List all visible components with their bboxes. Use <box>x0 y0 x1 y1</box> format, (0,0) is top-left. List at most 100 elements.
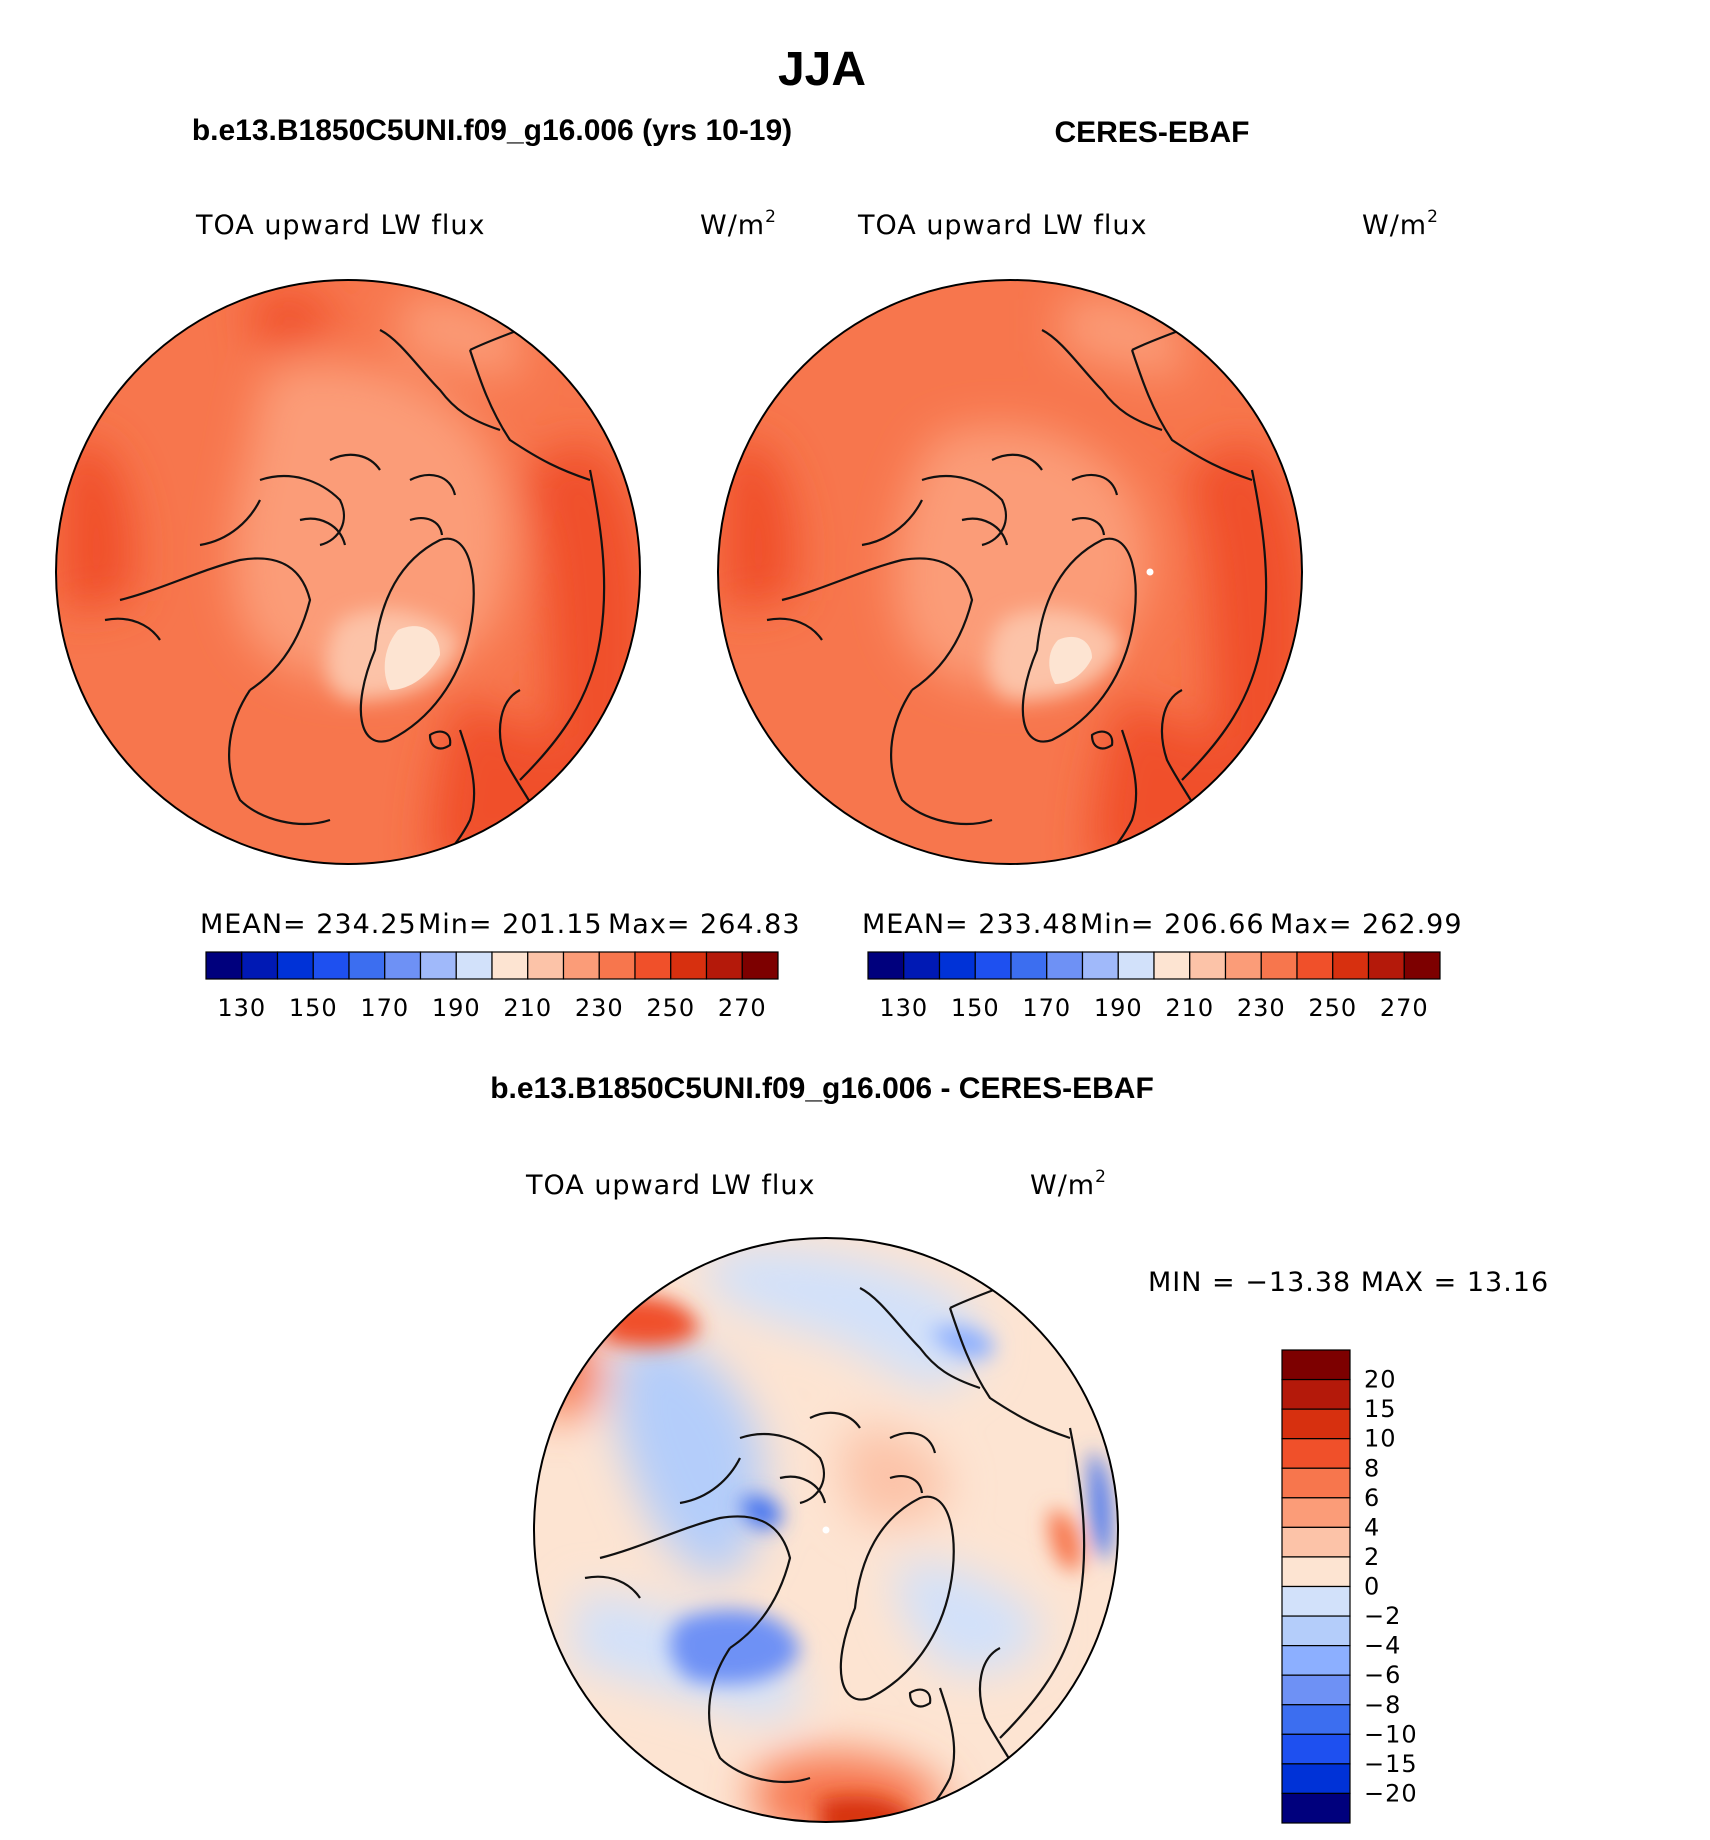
figure-title: JJA <box>778 43 866 96</box>
diff-colorbar-tick-label: −6 <box>1364 1661 1401 1689</box>
diff-colorbar-tick-label: −10 <box>1364 1720 1418 1748</box>
model-variable-label: TOA upward LW flux <box>195 210 486 241</box>
diff-colorbar-box <box>1281 1733 1351 1765</box>
model-max-stat: Max= 264.83 <box>608 909 801 940</box>
obs-colorbar-box <box>1189 951 1227 980</box>
model-colorbar-box <box>598 951 636 980</box>
obs-colorbar-box <box>1117 951 1155 980</box>
obs-colorbar-box <box>1046 951 1084 980</box>
model-colorbar-tick-label: 230 <box>575 994 624 1022</box>
model-colorbar-box <box>241 951 279 980</box>
diff-colorbar-tick-label: 0 <box>1364 1573 1380 1601</box>
diff-colorbar-tick-label: −2 <box>1364 1602 1401 1630</box>
obs-map-outline <box>717 279 1303 865</box>
obs-min-stat: Min= 206.66 <box>1080 909 1265 940</box>
model-colorbar-box <box>348 951 386 980</box>
diff-colorbar-tick-label: 8 <box>1364 1454 1380 1482</box>
model-colorbar-tick-label: 250 <box>646 994 695 1022</box>
model-mean-stat: MEAN= 234.25 <box>200 909 417 940</box>
diff-colorbar-box <box>1281 1378 1351 1410</box>
obs-colorbar-tick-label: 130 <box>879 994 928 1022</box>
obs-colorbar-box <box>1153 951 1191 980</box>
diff-colorbar-box <box>1281 1526 1351 1558</box>
obs-colorbar-tick-label: 190 <box>1094 994 1143 1022</box>
model-colorbar-box <box>276 951 314 980</box>
model-title: b.e13.B1850C5UNI.f09_g16.006 (yrs 10-19) <box>192 114 792 147</box>
model-map-outline <box>55 279 641 865</box>
diff-colorbar-box <box>1281 1645 1351 1676</box>
diff-min-max-stat: MIN = −13.38 MAX = 13.16 <box>1148 1267 1549 1298</box>
diff-colorbar-box <box>1281 1438 1351 1469</box>
diff-map-outline <box>533 1237 1119 1823</box>
diff-colorbar-box <box>1281 1674 1351 1706</box>
model-colorbar-tick-label: 270 <box>718 994 767 1022</box>
model-panel: TOA upward LW flux W/m2 <box>55 207 801 1022</box>
obs-mean-stat: MEAN= 233.48 <box>862 909 1079 940</box>
diff-colorbar-tick-label: 6 <box>1364 1484 1380 1512</box>
diff-variable-label: TOA upward LW flux <box>525 1170 816 1201</box>
obs-colorbar-tick-label: 150 <box>951 994 1000 1022</box>
model-colorbar-box <box>205 951 243 980</box>
obs-colorbar-tick-label: 230 <box>1237 994 1286 1022</box>
diff-colorbar-tick-label: −4 <box>1364 1632 1401 1660</box>
model-colorbar-box <box>491 951 529 980</box>
model-colorbar-box <box>384 951 422 980</box>
diff-colorbar-tick-label: −8 <box>1364 1691 1401 1719</box>
diff-panel: TOA upward LW flux W/m2 <box>525 1167 1549 1824</box>
diff-colorbar-tick-label: 10 <box>1364 1425 1397 1453</box>
model-colorbar-box <box>705 951 743 980</box>
diff-colorbar-tick-label: −20 <box>1364 1779 1418 1807</box>
obs-colorbar-box <box>903 951 941 980</box>
obs-colorbar-box <box>1332 951 1370 980</box>
diff-title: b.e13.B1850C5UNI.f09_g16.006 - CERES-EBA… <box>490 1072 1154 1105</box>
model-colorbar-tick-label: 170 <box>360 994 409 1022</box>
obs-colorbar-box <box>1367 951 1405 980</box>
diff-colorbar-box <box>1281 1467 1351 1499</box>
model-colorbar-box <box>312 951 350 980</box>
model-colorbar-box <box>527 951 565 980</box>
model-colorbar-tick-label: 130 <box>217 994 266 1022</box>
model-colorbar-tick-label: 190 <box>432 994 481 1022</box>
model-colorbar-box <box>419 951 457 980</box>
obs-colorbar-box <box>1403 951 1441 980</box>
obs-colorbar-box <box>1010 951 1048 980</box>
model-colorbar-box <box>741 951 779 980</box>
obs-colorbar-box <box>867 951 905 980</box>
obs-colorbar-tick-label: 170 <box>1022 994 1071 1022</box>
diff-colorbar-tick-label: 4 <box>1364 1513 1380 1541</box>
model-colorbar-box <box>455 951 493 980</box>
obs-colorbar-tick-label: 270 <box>1380 994 1429 1022</box>
obs-colorbar: 130 150 170 190 210 230 250 270 <box>867 951 1441 1022</box>
model-colorbar-tick-label: 150 <box>289 994 338 1022</box>
obs-colorbar-box <box>1224 951 1262 980</box>
obs-colorbar-box <box>974 951 1012 980</box>
model-map <box>56 280 640 864</box>
diff-colorbar-box <box>1281 1704 1351 1735</box>
diff-colorbar-box <box>1281 1585 1351 1617</box>
model-units-label: W/m2 <box>700 207 777 241</box>
diff-colorbar-box <box>1281 1408 1351 1440</box>
model-colorbar: 130 150 170 190 210 230 250 270 <box>205 951 779 1022</box>
obs-colorbar-box <box>1081 951 1119 980</box>
obs-variable-label: TOA upward LW flux <box>857 210 1148 241</box>
obs-title: CERES-EBAF <box>1054 116 1249 149</box>
diff-colorbar-tick-label: 15 <box>1364 1395 1397 1423</box>
model-colorbar-box <box>562 951 600 980</box>
obs-map <box>718 280 1302 864</box>
diff-units-label: W/m2 <box>1030 1167 1107 1201</box>
obs-max-stat: Max= 262.99 <box>1270 909 1463 940</box>
diff-colorbar-box <box>1281 1556 1351 1588</box>
diff-colorbar-tick-label: −15 <box>1364 1750 1418 1778</box>
obs-colorbar-box <box>938 951 976 980</box>
diff-colorbar-tick-label: 20 <box>1364 1366 1397 1394</box>
obs-colorbar-box <box>1260 951 1298 980</box>
diff-colorbar-box <box>1281 1792 1351 1824</box>
diff-colorbar-box <box>1281 1615 1351 1647</box>
obs-units-label: W/m2 <box>1362 207 1439 241</box>
diff-map <box>534 1238 1118 1822</box>
model-min-stat: Min= 201.15 <box>418 909 603 940</box>
diff-colorbar-tick-label: 2 <box>1364 1543 1380 1571</box>
model-colorbar-box <box>670 951 708 980</box>
